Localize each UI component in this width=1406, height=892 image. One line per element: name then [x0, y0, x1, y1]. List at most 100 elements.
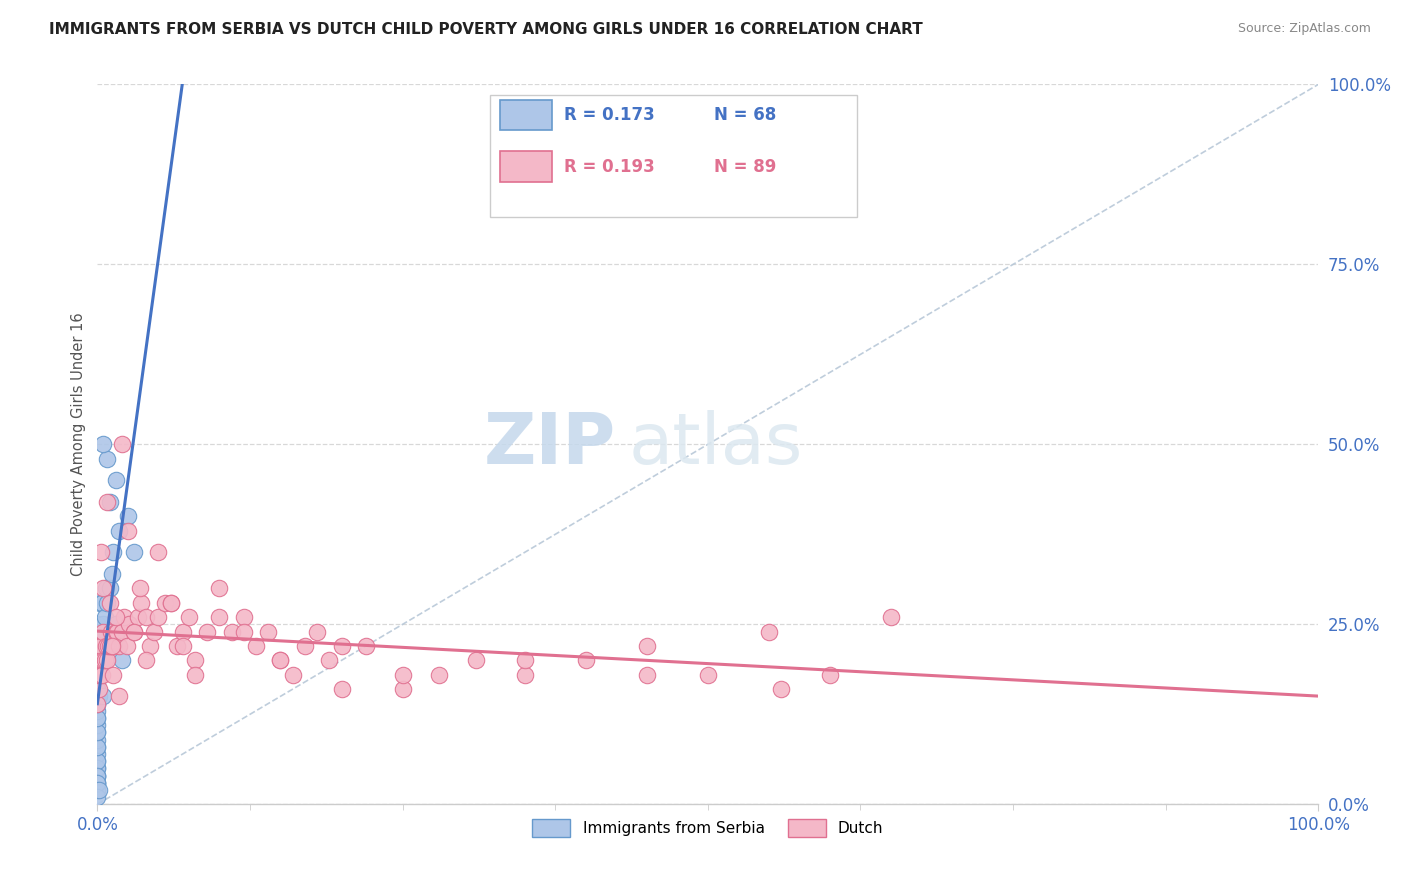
Point — [104, 610, 127, 624]
Point — [127, 610, 149, 624]
Point — [221, 624, 243, 639]
Point — [87, 624, 110, 639]
Point — [86, 639, 108, 653]
Point — [98, 596, 121, 610]
Point — [91, 596, 114, 610]
Point — [86, 761, 108, 775]
Point — [86, 697, 108, 711]
Point — [135, 653, 157, 667]
Point — [245, 639, 267, 653]
Point — [91, 667, 114, 681]
Point — [101, 639, 124, 653]
Point — [294, 639, 316, 653]
Point — [93, 582, 115, 596]
Point — [101, 566, 124, 581]
Point — [513, 653, 536, 667]
Point — [122, 545, 145, 559]
Point — [208, 610, 231, 624]
Point — [159, 596, 181, 610]
Point — [184, 667, 207, 681]
Text: ZIP: ZIP — [484, 410, 616, 479]
Point — [94, 582, 117, 596]
Point — [153, 596, 176, 610]
Point — [86, 675, 108, 690]
Point — [177, 610, 200, 624]
Point — [117, 524, 139, 538]
Point — [86, 732, 108, 747]
Point — [93, 653, 115, 667]
Point — [86, 617, 108, 632]
Point — [87, 639, 110, 653]
Point — [636, 667, 658, 681]
Point — [96, 451, 118, 466]
Point — [135, 610, 157, 624]
Point — [87, 639, 110, 653]
Text: atlas: atlas — [628, 410, 803, 479]
Point — [104, 617, 127, 632]
Point — [195, 624, 218, 639]
Point — [696, 667, 718, 681]
Point — [770, 682, 793, 697]
Point — [103, 639, 125, 653]
Point — [93, 617, 115, 632]
Point — [86, 718, 108, 732]
Point — [103, 667, 125, 681]
Point — [105, 624, 128, 639]
FancyBboxPatch shape — [491, 95, 856, 217]
Point — [330, 682, 353, 697]
Point — [86, 768, 108, 782]
Point — [86, 754, 108, 768]
Point — [90, 653, 112, 667]
Point — [86, 660, 108, 674]
Point — [111, 624, 134, 639]
Point — [257, 624, 280, 639]
Point — [104, 474, 127, 488]
Point — [89, 596, 111, 610]
Point — [172, 639, 194, 653]
Point — [93, 610, 115, 624]
Point — [122, 624, 145, 639]
Point — [97, 639, 120, 653]
Point — [104, 624, 127, 639]
Point — [159, 596, 181, 610]
Point — [232, 610, 254, 624]
Point — [87, 783, 110, 797]
Text: R = 0.173: R = 0.173 — [564, 105, 655, 124]
Point — [758, 624, 780, 639]
Point — [87, 667, 110, 681]
Point — [86, 682, 108, 697]
Point — [148, 545, 170, 559]
Point — [86, 754, 108, 768]
Point — [86, 761, 108, 775]
Text: IMMIGRANTS FROM SERBIA VS DUTCH CHILD POVERTY AMONG GIRLS UNDER 16 CORRELATION C: IMMIGRANTS FROM SERBIA VS DUTCH CHILD PO… — [49, 22, 922, 37]
Point — [93, 690, 115, 704]
Point — [269, 653, 291, 667]
Point — [86, 739, 108, 754]
Point — [86, 783, 108, 797]
Point — [86, 704, 108, 718]
Point — [86, 697, 108, 711]
Point — [232, 624, 254, 639]
Point — [86, 775, 108, 789]
Point — [86, 711, 108, 725]
Text: N = 89: N = 89 — [714, 158, 776, 176]
Point — [96, 596, 118, 610]
Point — [118, 617, 141, 632]
Point — [269, 653, 291, 667]
Point — [89, 667, 111, 681]
Point — [86, 667, 108, 681]
Point — [101, 639, 124, 653]
Point — [129, 582, 152, 596]
Point — [86, 783, 108, 797]
FancyBboxPatch shape — [501, 100, 551, 130]
Point — [98, 639, 121, 653]
Point — [90, 653, 112, 667]
FancyBboxPatch shape — [501, 152, 551, 182]
Point — [89, 639, 111, 653]
Point — [166, 639, 188, 653]
Point — [94, 639, 117, 653]
Point — [86, 690, 108, 704]
Point — [86, 725, 108, 739]
Point — [184, 653, 207, 667]
Point — [391, 682, 413, 697]
